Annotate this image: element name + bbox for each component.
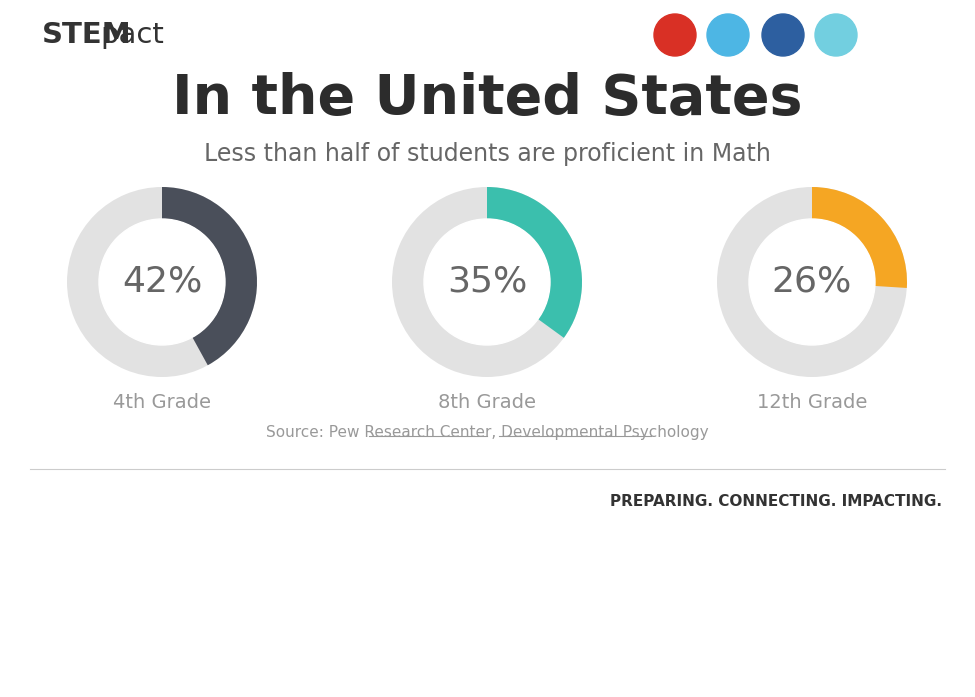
- Circle shape: [424, 219, 550, 345]
- Text: 26%: 26%: [772, 265, 852, 299]
- Circle shape: [815, 14, 857, 56]
- Text: pact: pact: [100, 21, 164, 49]
- Text: PREPARING. CONNECTING. IMPACTING.: PREPARING. CONNECTING. IMPACTING.: [610, 494, 942, 510]
- Circle shape: [762, 14, 804, 56]
- Text: Source: Pew Research Center, Developmental Psychology: Source: Pew Research Center, Development…: [265, 424, 708, 440]
- Text: 8th Grade: 8th Grade: [438, 392, 536, 411]
- Wedge shape: [717, 187, 907, 377]
- Circle shape: [749, 219, 875, 345]
- Text: Less than half of students are proficient in Math: Less than half of students are proficien…: [204, 142, 770, 166]
- Wedge shape: [67, 187, 257, 377]
- Wedge shape: [392, 187, 582, 377]
- Circle shape: [654, 14, 696, 56]
- Circle shape: [707, 14, 749, 56]
- Wedge shape: [487, 187, 582, 338]
- Wedge shape: [162, 187, 257, 365]
- Text: 4th Grade: 4th Grade: [113, 392, 211, 411]
- Text: 42%: 42%: [122, 265, 202, 299]
- Text: In the United States: In the United States: [172, 72, 802, 126]
- Text: 12th Grade: 12th Grade: [757, 392, 867, 411]
- Wedge shape: [812, 187, 907, 288]
- Text: 35%: 35%: [447, 265, 527, 299]
- Text: STEM: STEM: [42, 21, 132, 49]
- Circle shape: [99, 219, 225, 345]
